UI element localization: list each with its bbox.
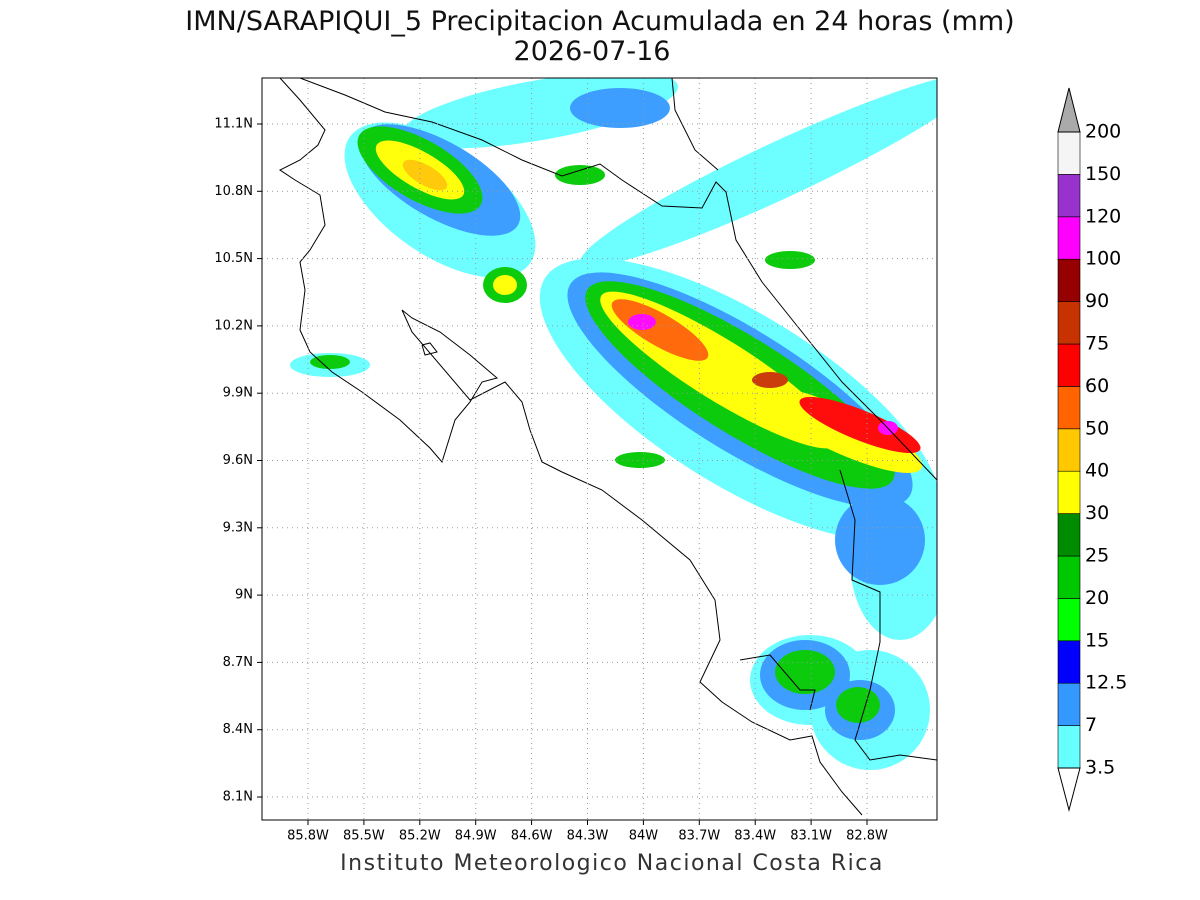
colorbar-band bbox=[1057, 640, 1081, 684]
lat-label: 10.2N bbox=[214, 318, 253, 333]
lon-label: 85.5W bbox=[343, 829, 385, 844]
lat-label: 11.1N bbox=[214, 117, 253, 132]
lon-label: 85.2W bbox=[399, 829, 441, 844]
colorbar-band bbox=[1057, 598, 1081, 642]
colorbar-label: 3.5 bbox=[1085, 757, 1115, 779]
colorbar-band bbox=[1057, 343, 1081, 387]
lat-label: 8.1N bbox=[223, 790, 253, 805]
colorbar-label: 40 bbox=[1085, 460, 1109, 482]
colorbar-label: 25 bbox=[1085, 545, 1109, 567]
colorbar-label: 12.5 bbox=[1085, 672, 1127, 694]
precip-area bbox=[290, 78, 937, 770]
lon-label: 83.7W bbox=[678, 829, 720, 844]
lat-label: 9N bbox=[235, 588, 253, 603]
colorbar-band bbox=[1057, 470, 1081, 514]
lon-label: 84.3W bbox=[567, 829, 609, 844]
colorbar-label: 90 bbox=[1085, 290, 1109, 312]
colorbar-label: 20 bbox=[1085, 587, 1109, 609]
colorbar-band bbox=[1057, 725, 1081, 769]
lon-label: 84.9W bbox=[455, 829, 497, 844]
colorbar-band bbox=[1057, 131, 1081, 175]
lat-label: 9.9N bbox=[223, 386, 253, 401]
colorbar-band bbox=[1057, 258, 1081, 302]
colorbar-label: 75 bbox=[1085, 333, 1109, 355]
colorbar-band bbox=[1057, 216, 1081, 260]
colorbar-over bbox=[1057, 87, 1081, 133]
colorbar-label: 100 bbox=[1085, 248, 1121, 270]
lat-label: 8.7N bbox=[223, 655, 253, 670]
colorbar-label: 60 bbox=[1085, 375, 1109, 397]
colorbar-band bbox=[1057, 428, 1081, 472]
colorbar-band bbox=[1057, 682, 1081, 726]
lon-label: 82.8W bbox=[846, 829, 888, 844]
map-area bbox=[262, 78, 937, 820]
lon-label: 84W bbox=[629, 829, 659, 844]
colorbar-band bbox=[1057, 301, 1081, 345]
map-frame bbox=[261, 77, 938, 821]
colorbar-band bbox=[1057, 513, 1081, 557]
lat-label: 8.4N bbox=[223, 722, 253, 737]
colorbar-label: 50 bbox=[1085, 417, 1109, 439]
colorbar-label: 15 bbox=[1085, 629, 1109, 651]
lon-label: 84.6W bbox=[511, 829, 553, 844]
lat-label: 9.6N bbox=[223, 453, 253, 468]
lat-label: 10.5N bbox=[214, 251, 253, 266]
colorbar-band bbox=[1057, 174, 1081, 218]
colorbar-label: 30 bbox=[1085, 502, 1109, 524]
map-title: IMN/SARAPIQUI_5 Precipitacion Acumulada … bbox=[185, 6, 1014, 37]
lat-label: 9.3N bbox=[223, 520, 253, 535]
colorbar-under bbox=[1057, 767, 1081, 812]
colorbar-band bbox=[1057, 386, 1081, 430]
colorbar-band bbox=[1057, 555, 1081, 599]
footer: Instituto Meteorologico Nacional Costa R… bbox=[340, 851, 884, 876]
colorbar-label: 200 bbox=[1085, 121, 1121, 143]
lon-label: 85.8W bbox=[287, 829, 329, 844]
colorbar-label: 150 bbox=[1085, 163, 1121, 185]
lon-label: 83.4W bbox=[734, 829, 776, 844]
map-date: 2026-07-16 bbox=[514, 36, 671, 67]
lon-label: 83.1W bbox=[790, 829, 832, 844]
colorbar-label: 7 bbox=[1085, 714, 1097, 736]
lat-label: 10.8N bbox=[214, 184, 253, 199]
colorbar-label: 120 bbox=[1085, 205, 1121, 227]
coastline bbox=[279, 78, 937, 816]
